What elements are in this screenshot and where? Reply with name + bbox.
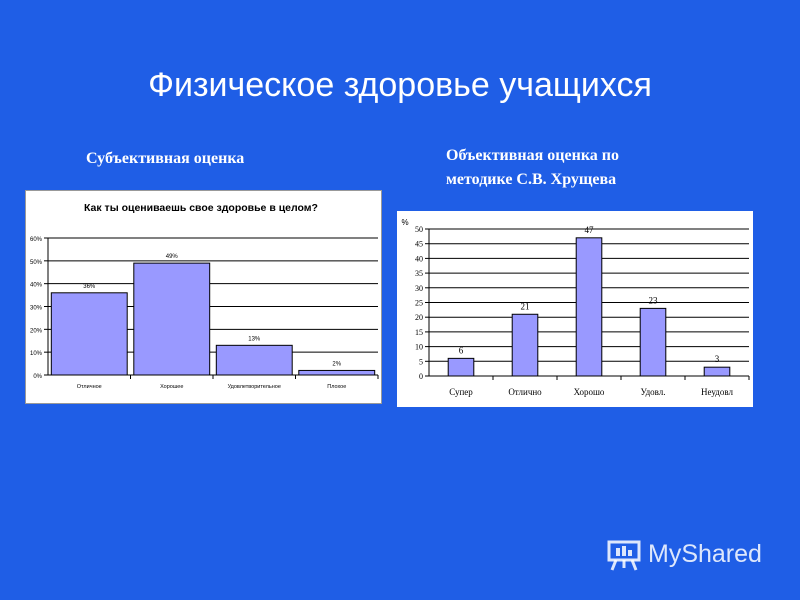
objective-chart-svg: % 0 5 10 15 20 25 30 35 40 45 50 6 Супер 21 Отлично 47 Хо…: [401, 218, 750, 397]
y-tick-label: 30%: [30, 306, 43, 312]
y-tick-label: 30: [415, 284, 423, 293]
data-label: 49%: [166, 254, 179, 260]
x-tick-label: Хорошее: [160, 384, 183, 390]
y-tick-label: 40: [415, 254, 423, 263]
data-label: 2%: [332, 361, 341, 367]
x-tick-label: Хорошо: [574, 387, 605, 397]
x-tick-label: Отлично: [508, 387, 542, 397]
subjective-chart: Как ты оцениваешь свое здоровье в целом?…: [25, 190, 382, 404]
x-tick-label: Супер: [449, 387, 473, 397]
subjective-subtitle: Субъективная оценка: [86, 150, 245, 167]
y-tick-label: 40%: [30, 283, 43, 289]
bar: [639, 307, 667, 377]
y-axis-label: %: [401, 218, 408, 227]
y-tick-label: 45: [415, 240, 423, 249]
slide-title: Физическое здоровье учащихся: [148, 66, 652, 104]
y-tick-label: 60%: [30, 237, 43, 243]
data-label: 3: [715, 354, 720, 364]
data-label: 6: [459, 345, 464, 355]
y-tick-label: 0%: [33, 374, 42, 380]
bar: [575, 237, 603, 377]
data-label: 13%: [248, 336, 261, 342]
objective-chart: % 0 5 10 15 20 25 30 35 40 45 50 6 Супер 21 Отлично 47 Хо…: [397, 211, 753, 407]
y-tick-label: 35: [415, 269, 423, 278]
watermark-text: MyShared: [648, 539, 762, 568]
y-tick-label: 20%: [30, 328, 43, 334]
bar: [50, 292, 128, 376]
bar: [133, 262, 211, 376]
bar: [215, 344, 293, 376]
y-tick-label: 0: [419, 372, 423, 381]
subjective-chart-svg: Как ты оцениваешь свое здоровье в целом?…: [30, 202, 379, 390]
bar: [703, 366, 731, 377]
chart-title: Как ты оцениваешь свое здоровье в целом?: [84, 202, 318, 214]
x-tick-label: Отличное: [77, 384, 102, 390]
bar: [447, 357, 475, 377]
y-tick-label: 15: [415, 328, 423, 337]
y-tick-label: 20: [415, 313, 423, 322]
y-tick-label: 5: [419, 357, 423, 366]
x-tick-label: Удовлетворительное: [228, 384, 281, 390]
x-tick-label: Неудовл: [701, 387, 733, 397]
data-label: 23: [649, 295, 659, 305]
bar: [511, 313, 539, 377]
x-tick-label: Плохое: [327, 384, 346, 390]
y-tick-label: 50%: [30, 260, 43, 266]
y-tick-label: 10: [415, 343, 423, 352]
objective-subtitle: Объективная оценка по методике С.В. Хрущ…: [446, 147, 620, 188]
watermark: MyShared: [606, 536, 762, 572]
bar: [298, 369, 376, 376]
y-tick-label: 10%: [30, 351, 43, 357]
data-label: 36%: [83, 284, 96, 290]
data-label: 47: [585, 225, 595, 235]
x-tick-label: Удовл.: [640, 387, 665, 397]
presentation-icon: [607, 540, 641, 571]
y-tick-label: 25: [415, 299, 423, 308]
data-label: 21: [521, 301, 530, 311]
y-tick-label: 50: [415, 225, 423, 234]
